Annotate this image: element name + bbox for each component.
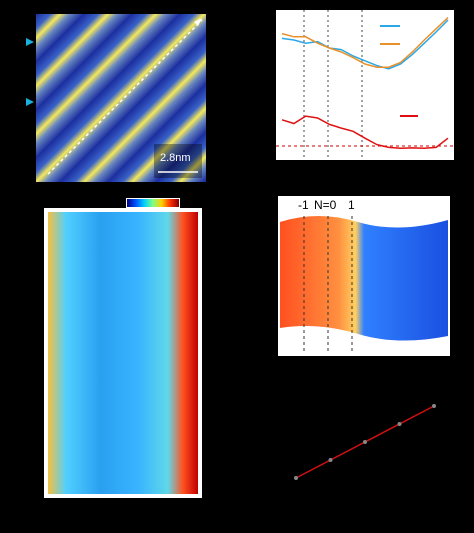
scatter-point [363,440,367,444]
panel-d-svg [280,216,448,352]
scatter-point [432,404,436,408]
linecut-arrowhead [194,18,202,26]
scale-bar-label: 2.8nm [160,152,191,164]
linecut-path [47,19,203,175]
scatter-point [294,476,298,480]
map-gradient [48,212,198,494]
scatter-point [328,458,333,462]
label-minus-one: -1 [298,198,309,212]
surface-fill [280,216,448,341]
top-plot-series-0 [281,19,449,70]
panel-c-map [44,208,202,498]
stm-stripes [36,14,206,182]
panel-e-svg [294,404,436,480]
top-plot-series-1 [281,17,449,68]
stm-image-svg [36,14,206,182]
panel-a-marker-1 [26,38,34,46]
panel-b-spectra [276,10,454,160]
scatter-point [397,422,402,426]
panel-e-scatter [280,388,450,496]
label-n-zero: N=0 [314,198,337,212]
panel-c-svg [48,212,198,494]
label-one: 1 [348,198,355,212]
panel-c-colorbar [126,198,180,208]
panel-a-stm-image: 2.8nm [36,14,206,182]
panel-d-surface: -1 N=0 1 [278,196,450,356]
bottom-plot-series-0 [281,115,449,150]
panel-a-marker-2 [26,98,34,106]
panel-b-plot [276,10,454,160]
